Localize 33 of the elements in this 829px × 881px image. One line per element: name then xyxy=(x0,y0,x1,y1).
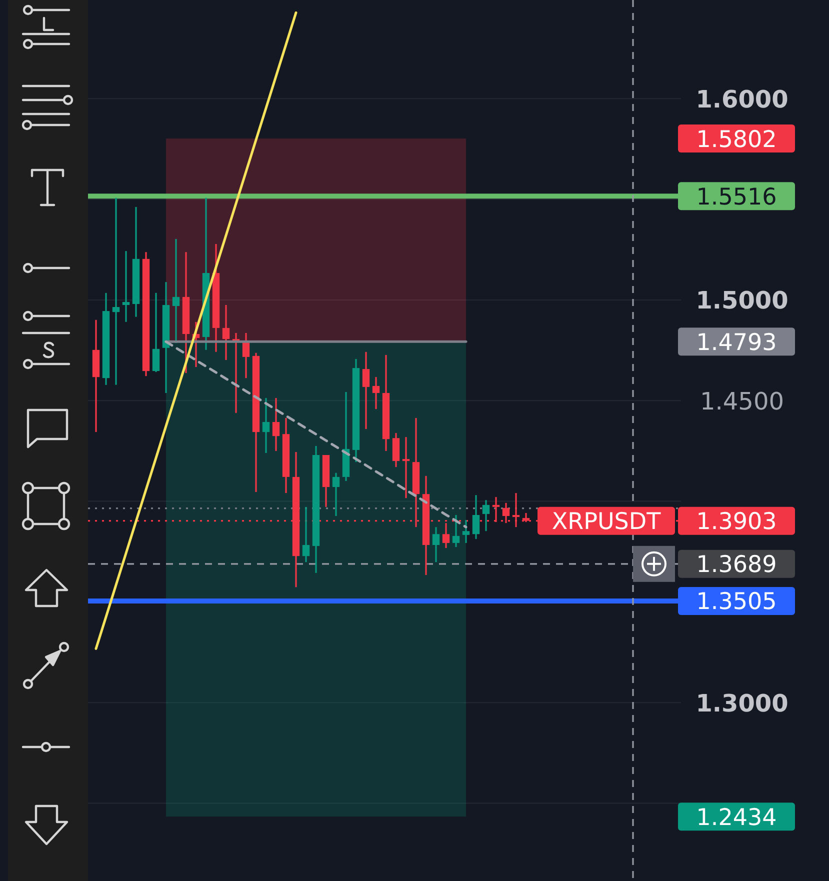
text: 1.2434 xyxy=(696,804,777,831)
candlestick xyxy=(152,292,160,373)
candlestick xyxy=(462,519,470,544)
ref-line-label: 1.3903 xyxy=(696,509,777,536)
y-tick-label: 1.4500 xyxy=(700,387,784,416)
text: 1.4793 xyxy=(696,330,777,356)
ref-line-label: 1.5516 xyxy=(696,184,777,210)
ref-line-label: 1.3689 xyxy=(696,552,777,578)
candlestick xyxy=(482,499,490,532)
y-tick-label: 1.5000 xyxy=(696,286,788,315)
candlestick xyxy=(402,436,410,499)
annotation: XRPUSDT xyxy=(552,509,662,536)
candlestick xyxy=(392,432,400,468)
candlestick xyxy=(372,376,380,410)
y-tick-label: 1.3000 xyxy=(696,689,788,718)
text: 1.5802 xyxy=(696,126,777,153)
candlestick xyxy=(262,397,270,454)
line-series xyxy=(94,11,298,650)
ref-line-label: 1.3505 xyxy=(696,589,777,616)
y-tick-label: 1.6000 xyxy=(696,85,788,114)
candlestick xyxy=(332,472,340,517)
line-series xyxy=(164,340,468,528)
candlestick xyxy=(122,250,130,323)
candlestick xyxy=(512,492,520,528)
candlestick xyxy=(112,197,120,386)
candlestick xyxy=(272,397,280,452)
candlestick xyxy=(222,304,230,361)
candlestick xyxy=(452,514,460,548)
candlestick xyxy=(242,332,250,379)
candlestick xyxy=(472,494,480,540)
candlestick xyxy=(302,506,310,563)
candlestick xyxy=(432,526,440,563)
candlestick xyxy=(362,351,370,430)
